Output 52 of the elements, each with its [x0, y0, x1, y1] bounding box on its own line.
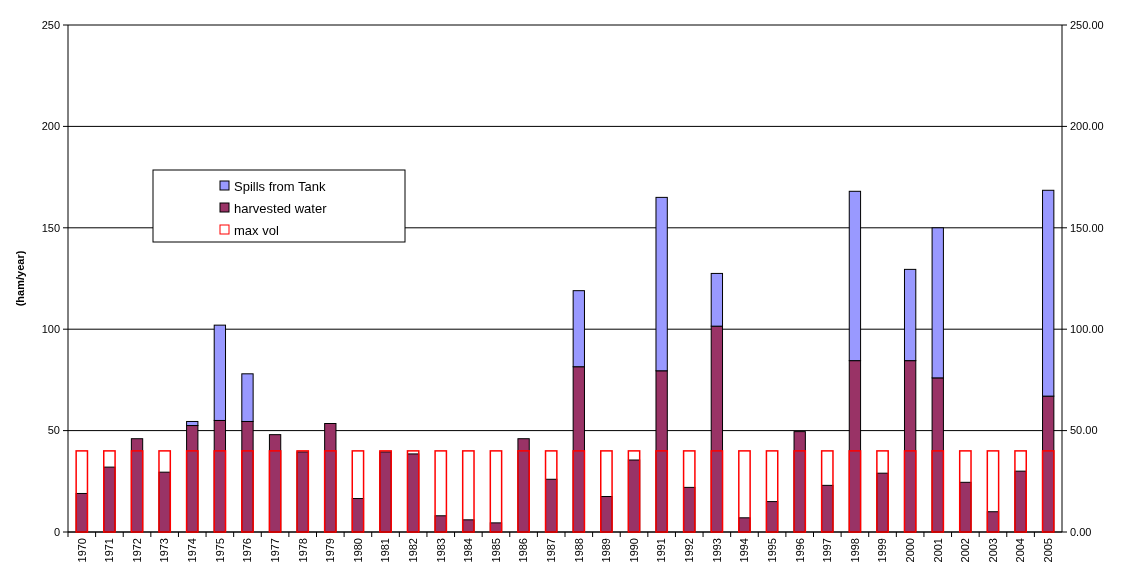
x-tick-label: 1979	[324, 538, 337, 563]
x-tick-label: 1997	[821, 538, 834, 563]
x-tick-label: 1978	[296, 538, 309, 563]
y2-tick-label: 250.00	[1070, 18, 1104, 31]
y-tick-label: 200	[41, 120, 60, 133]
x-tick-label: 1990	[627, 538, 640, 563]
x-tick-label: 1977	[268, 538, 281, 563]
y-tick-label: 0	[53, 525, 60, 538]
x-tick-label: 2005	[1042, 538, 1055, 563]
x-tick-label: 1984	[462, 538, 475, 563]
x-tick-label: 1995	[765, 538, 778, 563]
legend-label: harvested water	[234, 200, 328, 216]
y2-tick-label: 0.00	[1070, 525, 1092, 538]
x-tick-label: 1986	[517, 538, 530, 563]
x-tick-label: 1973	[158, 538, 171, 563]
x-tick-label: 1974	[186, 538, 199, 563]
y2-tick-label: 200.00	[1070, 120, 1104, 133]
x-tick-label: 2002	[959, 538, 972, 563]
x-tick-label: 1985	[489, 538, 502, 563]
x-tick-label: 1976	[241, 538, 254, 563]
x-tick-label: 2004	[1014, 538, 1027, 563]
y-tick-label: 50	[47, 424, 60, 437]
x-tick-label: 1971	[103, 538, 116, 563]
x-tick-label: 1999	[876, 538, 889, 563]
x-tick-label: 1972	[130, 538, 143, 563]
x-tick-label: 2003	[986, 538, 999, 563]
y2-tick-label: 100.00	[1070, 323, 1104, 336]
x-tick-label: 1982	[406, 538, 419, 563]
x-tick-label: 1992	[683, 538, 696, 563]
x-tick-label: 1989	[600, 538, 613, 563]
y-tick-label: 150	[41, 221, 60, 234]
x-tick-label: 1988	[572, 538, 585, 563]
x-tick-label: 1987	[545, 538, 558, 563]
x-tick-label: 1983	[434, 538, 447, 563]
x-tick-label: 1980	[351, 538, 364, 563]
x-tick-label: 2001	[931, 538, 944, 563]
x-tick-label: 1991	[655, 538, 668, 563]
x-tick-label: 1994	[738, 538, 751, 563]
y-tick-label: 250	[41, 18, 60, 31]
legend-label: max vol	[234, 222, 279, 238]
y-tick-label: 100	[41, 323, 60, 336]
x-tick-label: 2000	[903, 538, 916, 563]
y2-tick-label: 50.00	[1070, 424, 1098, 437]
legend-label: Spills from Tank	[234, 178, 327, 194]
x-tick-label: 1998	[848, 538, 861, 563]
x-tick-label: 1975	[213, 538, 226, 563]
y-axis-title: (ham/year)	[14, 250, 26, 307]
x-tick-label: 1970	[75, 538, 88, 563]
x-tick-label: 1993	[710, 538, 723, 563]
x-tick-label: 1981	[379, 538, 392, 563]
x-tick-label: 1996	[793, 538, 806, 563]
y2-tick-label: 150.00	[1070, 221, 1104, 234]
